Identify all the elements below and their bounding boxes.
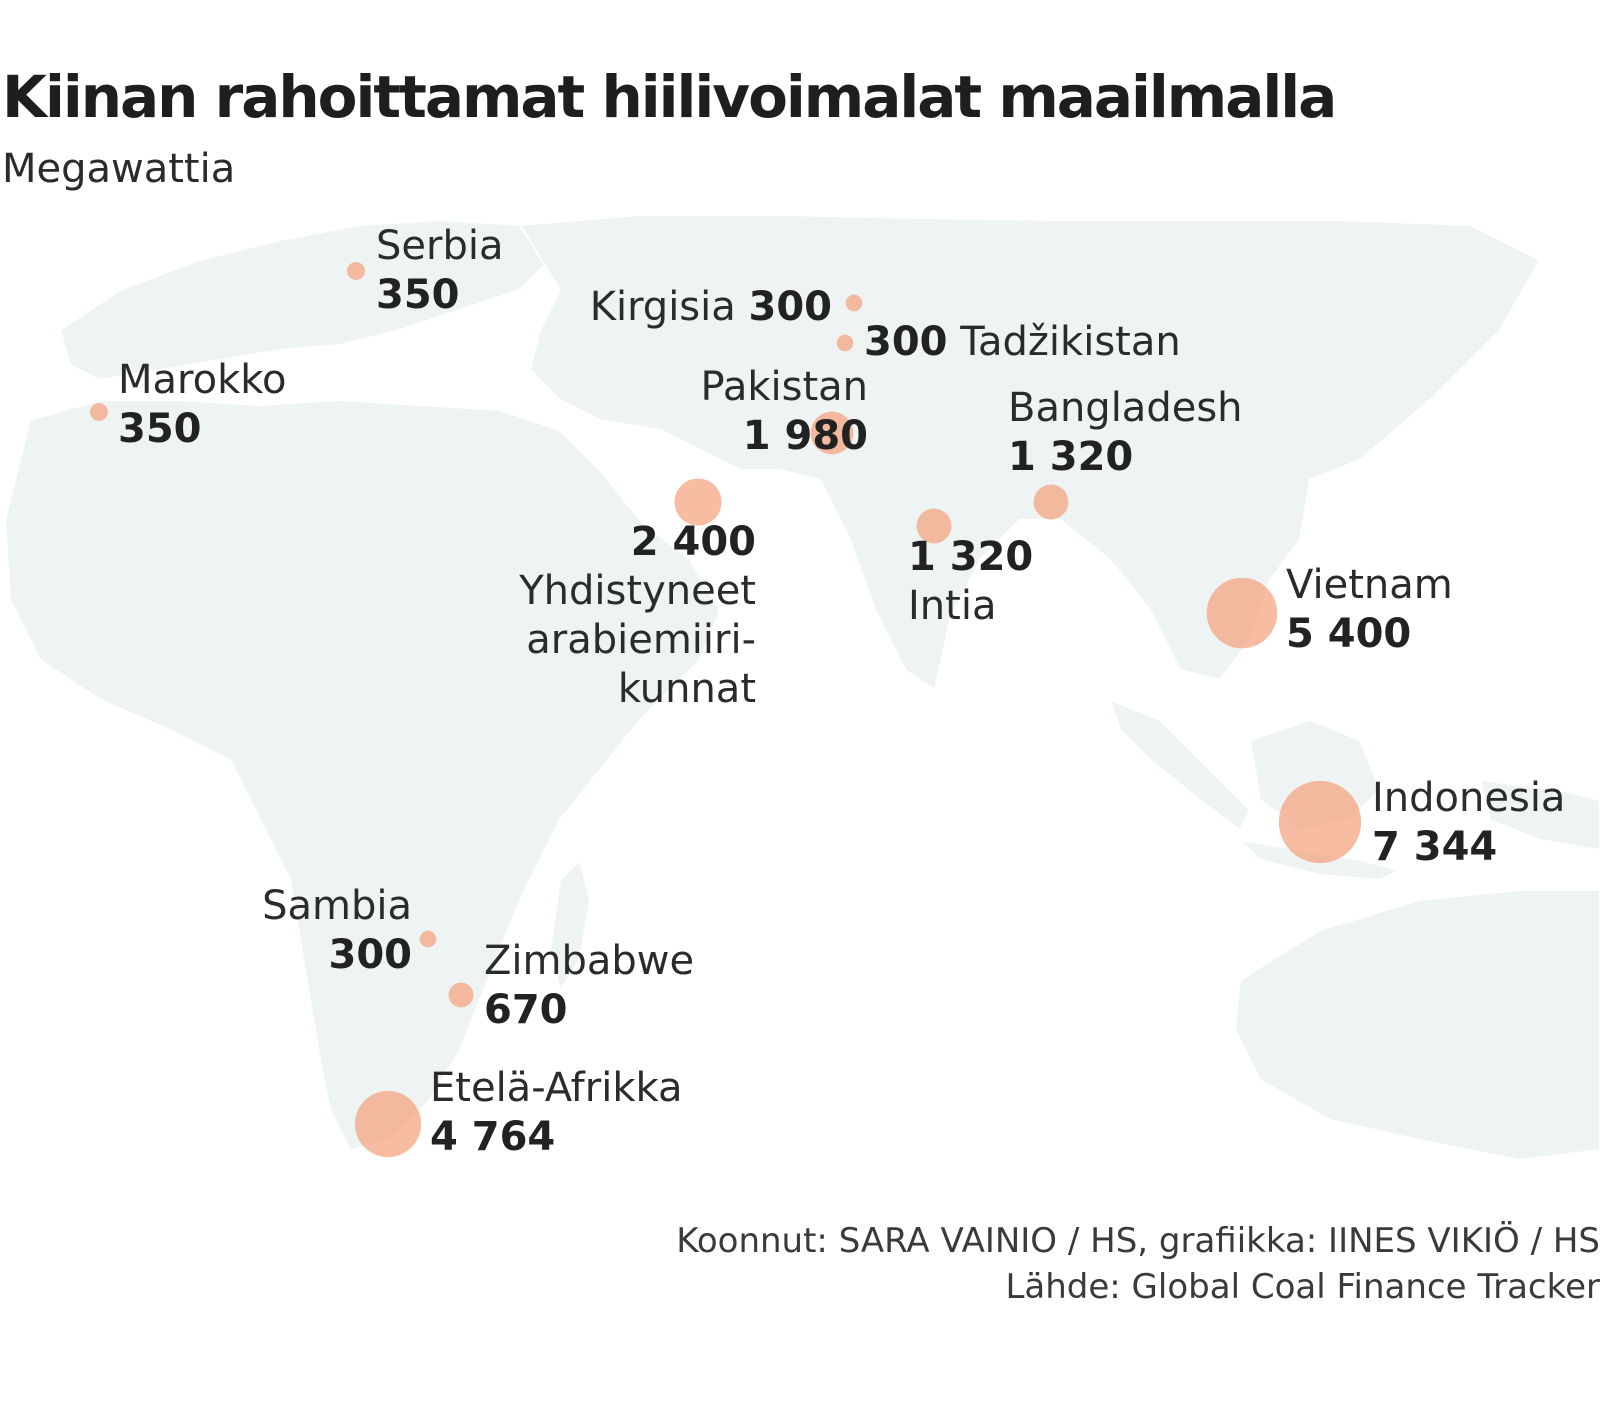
country-name-marokko: Marokko bbox=[118, 357, 287, 403]
country-value-etela-afrikka: 4 764 bbox=[430, 1114, 556, 1160]
country-value-uae: 2 400 bbox=[630, 519, 756, 565]
label-tadzikistan: 300 Tadžikistan bbox=[864, 318, 1181, 367]
landmass-africa bbox=[3, 398, 722, 1152]
country-name-bangladesh: Bangladesh bbox=[1008, 385, 1243, 431]
country-value-pakistan: 1 980 bbox=[742, 413, 868, 459]
country-value-kirgisia: 300 bbox=[748, 284, 833, 330]
country-value-sambia: 300 bbox=[328, 932, 413, 978]
country-name-uae-line2: arabiemiiri- bbox=[526, 617, 756, 663]
bubble-vietnam bbox=[1206, 577, 1278, 649]
country-name-vietnam: Vietnam bbox=[1286, 562, 1453, 608]
country-value-zimbabwe: 670 bbox=[484, 987, 568, 1033]
chart-title: Kiinan rahoittamat hiilivoimalat maailma… bbox=[2, 63, 1337, 131]
country-name-etela-afrikka: Etelä-Afrikka bbox=[430, 1065, 683, 1111]
label-vietnam: Vietnam 5 400 bbox=[1286, 561, 1453, 659]
bubble-indonesia bbox=[1278, 780, 1362, 864]
label-sambia: Sambia 300 bbox=[262, 882, 412, 980]
country-name-sambia: Sambia bbox=[262, 883, 412, 929]
label-marokko: Marokko 350 bbox=[118, 356, 286, 454]
label-pakistan: Pakistan 1 980 bbox=[701, 363, 869, 461]
label-serbia: Serbia 350 bbox=[376, 222, 503, 320]
country-name-pakistan: Pakistan bbox=[700, 364, 869, 410]
country-name-uae-line3: kunnat bbox=[617, 666, 756, 712]
country-name-indonesia: Indonesia bbox=[1372, 775, 1566, 821]
country-name-intia: Intia bbox=[908, 583, 997, 629]
credits-authors: Koonnut: SARA VAINIO / HS, grafiikka: II… bbox=[676, 1221, 1600, 1261]
credits: Koonnut: SARA VAINIO / HS, grafiikka: II… bbox=[676, 1218, 1600, 1310]
land-layer bbox=[3, 214, 1600, 1162]
bubble-uae bbox=[674, 478, 722, 526]
chart-subtitle: Megawattia bbox=[2, 146, 236, 192]
country-value-tadzikistan: 300 bbox=[864, 319, 948, 365]
country-name-kirgisia: Kirgisia bbox=[589, 284, 736, 330]
country-value-bangladesh: 1 320 bbox=[1008, 434, 1134, 480]
label-zimbabwe: Zimbabwe 670 bbox=[484, 937, 694, 1035]
country-value-vietnam: 5 400 bbox=[1286, 611, 1412, 657]
country-name-tadzikistan: Tadžikistan bbox=[960, 319, 1181, 365]
landmass-new-guinea bbox=[1478, 778, 1600, 852]
bubble-serbia bbox=[347, 262, 365, 280]
landmass-australia bbox=[1233, 889, 1600, 1162]
country-name-serbia: Serbia bbox=[376, 223, 504, 269]
credits-source: Lähde: Global Coal Finance Tracker bbox=[1005, 1267, 1600, 1307]
country-name-zimbabwe: Zimbabwe bbox=[484, 938, 695, 984]
bubble-kirgisia bbox=[845, 294, 863, 312]
label-intia: 1 320 Intia bbox=[908, 533, 1033, 631]
bubble-bangladesh bbox=[1033, 484, 1069, 520]
label-indonesia: Indonesia 7 344 bbox=[1372, 774, 1565, 872]
bubble-marokko bbox=[90, 403, 108, 421]
country-value-serbia: 350 bbox=[376, 272, 460, 318]
landmass-asia bbox=[518, 214, 1542, 692]
label-kirgisia: Kirgisia 300 bbox=[590, 283, 832, 332]
label-uae: 2 400 Yhdistyneet arabiemiiri- kunnat bbox=[519, 518, 756, 714]
country-value-indonesia: 7 344 bbox=[1372, 824, 1498, 870]
bubble-sambia bbox=[419, 930, 437, 948]
label-bangladesh: Bangladesh 1 320 bbox=[1008, 384, 1243, 482]
bubble-pakistan bbox=[810, 411, 854, 455]
landmass-madagascar bbox=[548, 858, 592, 993]
country-value-marokko: 350 bbox=[118, 406, 202, 452]
bubble-tadzikistan bbox=[836, 334, 854, 352]
bubble-intia bbox=[916, 508, 952, 544]
country-value-intia: 1 320 bbox=[908, 534, 1034, 580]
landmass-sumatra bbox=[1108, 698, 1252, 832]
landmass-europe bbox=[58, 218, 562, 382]
bubble-layer bbox=[90, 262, 1362, 1158]
bubble-zimbabwe bbox=[448, 982, 474, 1008]
label-etela-afrikka: Etelä-Afrikka 4 764 bbox=[430, 1064, 682, 1162]
country-name-uae-line1: Yhdistyneet bbox=[519, 568, 756, 614]
bubble-etela-afrikka bbox=[354, 1090, 422, 1158]
